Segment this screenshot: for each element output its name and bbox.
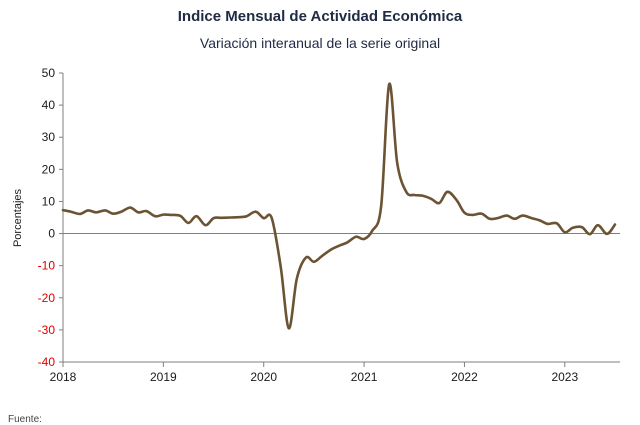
- y-tick-label: 30: [42, 130, 56, 144]
- y-tick-label: 0: [48, 227, 55, 241]
- x-tick-label: 2022: [451, 370, 478, 384]
- x-tick-label: 2018: [50, 370, 77, 384]
- y-tick-label: -40: [38, 355, 56, 369]
- x-tick-label: 2020: [250, 370, 277, 384]
- y-axis-label: Porcentajes: [12, 188, 24, 247]
- x-tick-label: 2023: [551, 370, 578, 384]
- y-tick-label: -20: [38, 291, 56, 305]
- y-tick-label: 50: [42, 66, 56, 80]
- source-note: Fuente:: [8, 414, 42, 425]
- x-tick-label: 2019: [150, 370, 177, 384]
- y-tick-label: -30: [38, 323, 56, 337]
- y-tick-label: 10: [42, 194, 56, 208]
- series-line-0: [63, 84, 615, 329]
- y-tick-label: 20: [42, 162, 56, 176]
- y-tick-label: -10: [38, 259, 56, 273]
- y-tick-label: 40: [42, 98, 56, 112]
- x-tick-label: 2021: [351, 370, 378, 384]
